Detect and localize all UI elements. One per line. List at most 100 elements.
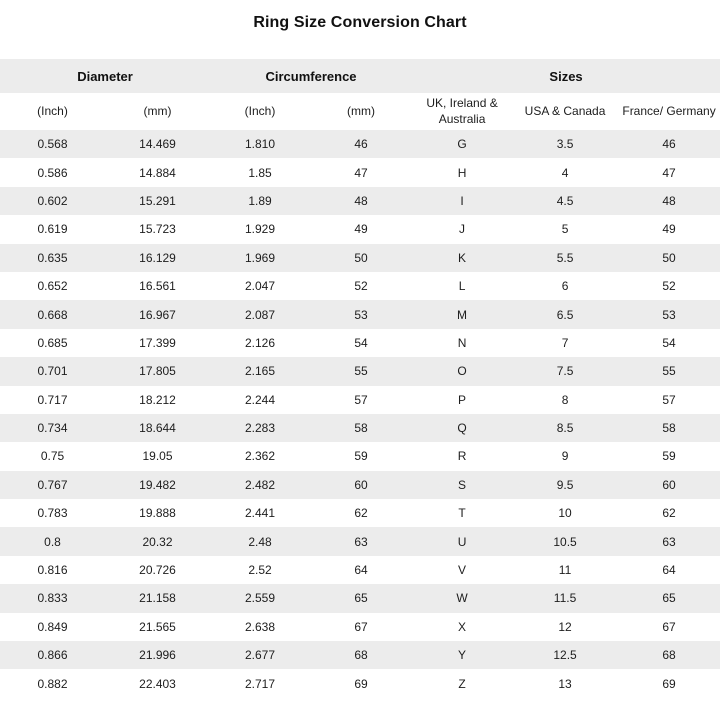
table-cell: 1.929	[245, 222, 276, 237]
table-cell: 52	[354, 279, 368, 294]
table-row: 0.75 19.05 2.362 59 R 9 59	[0, 442, 720, 471]
table-cell: 0.668	[37, 307, 68, 322]
group-header-cell: Diameter	[0, 59, 211, 93]
table-cell: 4	[561, 165, 569, 180]
table-row: 0.734 18.644 2.283 58 Q 8.5 58	[0, 413, 720, 443]
table-row: 0.652 16.561 2.047 52 L 6 52	[0, 271, 720, 301]
table-cell: 59	[354, 449, 368, 464]
table-cell: 65	[662, 591, 676, 606]
table-cell: 64	[354, 563, 368, 578]
table-cell: 62	[662, 506, 676, 521]
table-cell: 2.362	[245, 449, 276, 464]
table-cell: N	[457, 335, 467, 350]
table-cell: 47	[354, 165, 368, 180]
table-cell: K	[458, 250, 467, 265]
table-cell: 16.561	[139, 279, 176, 294]
table-cell: 14.469	[139, 137, 176, 152]
table-cell: 2.638	[245, 619, 276, 634]
table-row: 0.717 18.212 2.244 57 P 8 57	[0, 385, 720, 414]
table-cell: 18.644	[139, 421, 176, 436]
table-cell: 2.441	[245, 506, 276, 521]
table-row: 0.668 16.967 2.087 53 M 6.5 53	[0, 300, 720, 329]
table-cell: 20.32	[142, 534, 173, 549]
table-cell: 15.723	[139, 222, 176, 237]
table-cell: 0.8	[44, 534, 61, 549]
table-cell: 68	[662, 648, 676, 663]
table-cell: 1.89	[248, 193, 272, 208]
table-cell: 0.75	[40, 449, 65, 464]
table-cell: 21.158	[139, 591, 176, 606]
table-cell: W	[456, 591, 468, 606]
column-header-cell: (Inch)	[0, 93, 105, 130]
table-row: 0.602 15.291 1.89 48 I 4.5 48	[0, 186, 720, 216]
table-cell: 0.833	[37, 591, 68, 606]
table-cell: 19.888	[139, 506, 176, 521]
table-cell: 2.52	[248, 563, 272, 578]
table-cell: 67	[354, 619, 368, 634]
table-cell: 5	[561, 222, 569, 237]
table-cell: 9	[561, 449, 569, 464]
table-cell: 1.969	[245, 250, 276, 265]
table-cell: P	[458, 392, 467, 407]
table-cell: 2.482	[245, 477, 276, 492]
table-cell: 60	[662, 477, 676, 492]
table-cell: 2.48	[248, 534, 272, 549]
table-cell: 2.677	[245, 648, 276, 663]
table-cell: 68	[354, 648, 368, 663]
table-cell: 2.087	[245, 307, 276, 322]
table-cell: 58	[354, 421, 368, 436]
table-cell: V	[458, 563, 467, 578]
table-cell: 0.866	[37, 648, 68, 663]
table-cell: 19.482	[139, 477, 176, 492]
table-cell: O	[457, 364, 467, 379]
column-header-cell: USA & Canada	[512, 93, 619, 130]
table-cell: 48	[354, 193, 368, 208]
table-cell: 19.05	[142, 449, 173, 464]
table-cell: 2.047	[245, 279, 276, 294]
column-header-cell: (mm)	[105, 93, 211, 130]
table-cell: 0.767	[37, 477, 68, 492]
group-header-row: Diameter Circumference Sizes	[0, 59, 720, 93]
table-cell: U	[457, 534, 467, 549]
table-cell: 48	[662, 193, 676, 208]
table-cell: 8	[561, 392, 569, 407]
table-cell: 0.734	[37, 421, 68, 436]
table-cell: 2.126	[245, 335, 276, 350]
table-cell: 57	[354, 392, 368, 407]
table-cell: 0.635	[37, 250, 68, 265]
table-cell: 12	[558, 619, 572, 634]
table-cell: 63	[354, 534, 368, 549]
table-cell: 11.5	[553, 591, 577, 606]
table-cell: 16.129	[139, 250, 176, 265]
table-cell: X	[458, 619, 467, 634]
table-cell: 46	[662, 137, 676, 152]
table-row: 0.816 20.726 2.52 64 V 11 64	[0, 555, 720, 585]
table-cell: 62	[354, 506, 368, 521]
table-cell: 0.685	[37, 335, 68, 350]
table-cell: J	[459, 222, 466, 237]
table-cell: 0.568	[37, 137, 68, 152]
table-cell: 17.399	[139, 335, 176, 350]
table-row: 0.619 15.723 1.929 49 J 5 49	[0, 215, 720, 244]
table-cell: 2.244	[245, 392, 276, 407]
table-cell: 2.559	[245, 591, 276, 606]
table-cell: 1.85	[248, 165, 272, 180]
table-cell: 53	[354, 307, 368, 322]
table-cell: 20.726	[139, 563, 176, 578]
table-cell: 4.5	[556, 193, 574, 208]
table-cell: Z	[458, 676, 466, 691]
column-header-cell: UK, Ireland & Australia	[412, 93, 513, 130]
group-header-cell: Circumference	[210, 59, 413, 93]
table-cell: 0.602	[37, 193, 68, 208]
table-cell: 7.5	[556, 364, 574, 379]
table-cell: 46	[354, 137, 368, 152]
table-cell: 0.619	[37, 222, 68, 237]
group-header-cell: Sizes	[412, 59, 720, 93]
table-cell: 52	[662, 279, 676, 294]
table-cell: 17.805	[139, 364, 176, 379]
table-cell: 54	[662, 335, 676, 350]
table-header: Diameter Circumference Sizes (Inch) (mm) (In…	[0, 59, 720, 130]
table-cell: 15.291	[139, 193, 176, 208]
table-cell: 0.701	[37, 364, 68, 379]
table-cell: 21.996	[139, 648, 176, 663]
